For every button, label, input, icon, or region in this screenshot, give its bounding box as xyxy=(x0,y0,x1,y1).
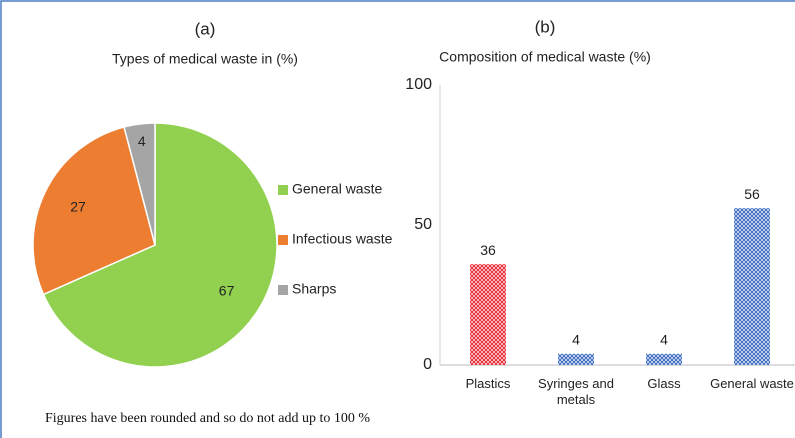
pie-slice xyxy=(123,122,156,246)
legend-label: Sharps xyxy=(292,281,336,297)
bar xyxy=(470,264,506,365)
data-label: 56 xyxy=(744,186,760,202)
legend-label: Infectious waste xyxy=(292,231,393,247)
data-label: 4 xyxy=(572,332,580,348)
data-label: 67 xyxy=(219,282,235,298)
chart-title: (b) xyxy=(535,17,556,36)
y-tick-label: 0 xyxy=(423,356,432,373)
chart-subtitle: Types of medical waste in (%) xyxy=(112,51,298,67)
pie-slice xyxy=(32,126,156,296)
bar xyxy=(558,353,594,365)
x-tick-label: General waste xyxy=(710,376,794,391)
legend-swatch xyxy=(278,285,288,295)
legend-swatch xyxy=(278,185,288,195)
chart-title: (a) xyxy=(195,19,216,38)
data-label: 4 xyxy=(138,133,146,149)
footnote: Figures have been rounded and so do not … xyxy=(45,411,371,426)
data-label: 27 xyxy=(70,199,86,215)
legend-swatch xyxy=(278,235,288,245)
x-tick-label: Syringes and metals xyxy=(538,376,614,407)
x-tick-label: Plastics xyxy=(465,376,511,391)
chart-subtitle: Composition of medical waste (%) xyxy=(439,49,651,65)
y-tick-label: 50 xyxy=(414,216,432,233)
bar xyxy=(646,353,682,365)
x-tick-label: Glass xyxy=(647,376,681,391)
data-label: 4 xyxy=(660,332,668,348)
data-label: 36 xyxy=(480,242,496,258)
pie-slice xyxy=(42,122,278,368)
bar xyxy=(734,208,770,365)
y-tick-label: 100 xyxy=(405,76,432,93)
legend-label: General waste xyxy=(292,181,382,197)
